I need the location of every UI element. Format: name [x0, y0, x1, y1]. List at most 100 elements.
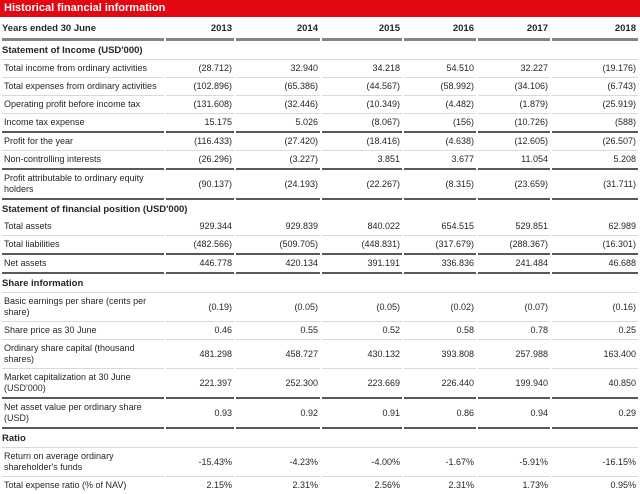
- value-cell: 34.218: [322, 60, 402, 78]
- year-header: 2016: [404, 17, 476, 41]
- value-cell: 0.86: [404, 399, 476, 429]
- value-cell: (4.482): [404, 96, 476, 114]
- value-cell: 336.836: [404, 255, 476, 274]
- value-cell: 2.31%: [448, 480, 474, 490]
- years-header-row: Years ended 30 June 2013 2014 2015 2016 …: [2, 17, 638, 41]
- value-cell: 2.31%: [292, 480, 318, 490]
- value-cell: 0.94: [478, 399, 550, 429]
- value-cell: (23.659): [478, 170, 550, 200]
- value-cell: (31.711): [552, 170, 638, 200]
- value-cell: 840.022: [322, 218, 402, 236]
- financial-table: Years ended 30 June 2013 2014 2015 2016 …: [0, 17, 640, 494]
- value-cell: 420.134: [236, 255, 320, 274]
- page-title: Historical financial information: [4, 2, 166, 14]
- year-header: 2014: [236, 17, 320, 41]
- value-cell: 5.026: [236, 114, 320, 133]
- row-label: Total assets: [2, 218, 164, 236]
- value-cell: (116.433): [166, 133, 234, 151]
- section-heading-row: Statement of financial position (USD'000…: [2, 200, 638, 218]
- value-cell: -5.91%: [478, 448, 550, 477]
- value-cell: 0.29: [552, 399, 638, 429]
- value-cell: 393.808: [404, 340, 476, 369]
- value-cell: 5.208: [552, 151, 638, 170]
- value-cell: (102.896): [166, 78, 234, 96]
- value-cell: (588): [552, 114, 638, 133]
- value-cell: 481.298: [166, 340, 234, 369]
- row-label: Net assets: [2, 255, 164, 274]
- value-cell: 0.52: [322, 322, 402, 340]
- year-header: 2015: [322, 17, 402, 41]
- value-cell: 2.56%: [374, 480, 400, 490]
- row-label: Total income from ordinary activities: [2, 60, 164, 78]
- section-heading-row: Ratio: [2, 429, 638, 448]
- page-banner: Historical financial information: [0, 0, 640, 17]
- value-cell: (8.067): [322, 114, 402, 133]
- value-cell: (90.137): [166, 170, 234, 200]
- value-cell: (19.176): [552, 60, 638, 78]
- value-cell: 0.78: [478, 322, 550, 340]
- value-cell: 0.58: [404, 322, 476, 340]
- value-cell: (6.743): [552, 78, 638, 96]
- value-cell: (10.349): [322, 96, 402, 114]
- row-label: Income tax expense: [2, 114, 164, 133]
- value-cell: (27.420): [236, 133, 320, 151]
- value-cell: 0.95%: [610, 480, 636, 490]
- value-cell: 40.850: [552, 369, 638, 399]
- value-cell: (12.605): [478, 133, 550, 151]
- table-row: Net asset value per ordinary share (USD)…: [2, 399, 638, 429]
- table-row: Income tax expense 15.175 5.026 (8.067) …: [2, 114, 638, 133]
- value-cell: 199.940: [478, 369, 550, 399]
- value-cell: 929.839: [236, 218, 320, 236]
- value-cell: (24.193): [236, 170, 320, 200]
- value-cell: (26.296): [166, 151, 234, 170]
- value-cell: (65.386): [236, 78, 320, 96]
- row-label: Operating profit before income tax: [2, 96, 164, 114]
- value-cell: 1.73%: [522, 480, 548, 490]
- table-row: Basic earnings per share (cents per shar…: [2, 293, 638, 322]
- value-cell: (32.446): [236, 96, 320, 114]
- table-row: Market capitalization at 30 June (USD'00…: [2, 369, 638, 399]
- value-cell: (10.726): [478, 114, 550, 133]
- table-row: Net assets 446.778 420.134 391.191 336.8…: [2, 255, 638, 274]
- value-cell: -15.43%: [166, 448, 234, 477]
- value-cell: (156): [404, 114, 476, 133]
- section-heading-row: Share information: [2, 274, 638, 293]
- value-cell: -4.00%: [322, 448, 402, 477]
- row-label: Ordinary share capital (thousand shares): [2, 340, 164, 369]
- table-row: Operating profit before income tax (131.…: [2, 96, 638, 114]
- value-cell: (44.567): [322, 78, 402, 96]
- value-cell: (34.106): [478, 78, 550, 96]
- row-label: Market capitalization at 30 June (USD'00…: [2, 369, 164, 399]
- table-row: Non-controlling interests (26.296) (3.22…: [2, 151, 638, 170]
- section-heading: Ratio: [2, 429, 638, 448]
- value-cell: 2.15%: [206, 480, 232, 490]
- value-cell: -16.15%: [552, 448, 638, 477]
- table-row: Profit for the year (116.433) (27.420) (…: [2, 133, 638, 151]
- table-row: Total expense ratio (% of NAV) 2.15% 2.3…: [2, 477, 638, 494]
- value-cell: (3.227): [236, 151, 320, 170]
- value-cell: 32.940: [236, 60, 320, 78]
- value-cell: 458.727: [236, 340, 320, 369]
- value-cell: (0.16): [552, 293, 638, 322]
- value-cell: (0.07): [478, 293, 550, 322]
- row-label: Profit for the year: [2, 133, 164, 151]
- value-cell: 929.344: [166, 218, 234, 236]
- section-heading-row: Statement of Income (USD'000): [2, 41, 638, 60]
- value-cell: (288.367): [478, 236, 550, 255]
- year-header: 2017: [478, 17, 550, 41]
- value-cell: (509.705): [236, 236, 320, 255]
- value-cell: 257.988: [478, 340, 550, 369]
- value-cell: (482.566): [166, 236, 234, 255]
- table-row: Total liabilities (482.566) (509.705) (4…: [2, 236, 638, 255]
- value-cell: 223.669: [322, 369, 402, 399]
- row-label: Share price as 30 June: [2, 322, 164, 340]
- value-cell: -1.67%: [404, 448, 476, 477]
- value-cell: 529.851: [478, 218, 550, 236]
- value-cell: 0.55: [236, 322, 320, 340]
- value-cell: -4.23%: [236, 448, 320, 477]
- value-cell: 226.440: [404, 369, 476, 399]
- value-cell: 32.227: [478, 60, 550, 78]
- value-cell: 252.300: [236, 369, 320, 399]
- value-cell: (8.315): [404, 170, 476, 200]
- value-cell: (58.992): [404, 78, 476, 96]
